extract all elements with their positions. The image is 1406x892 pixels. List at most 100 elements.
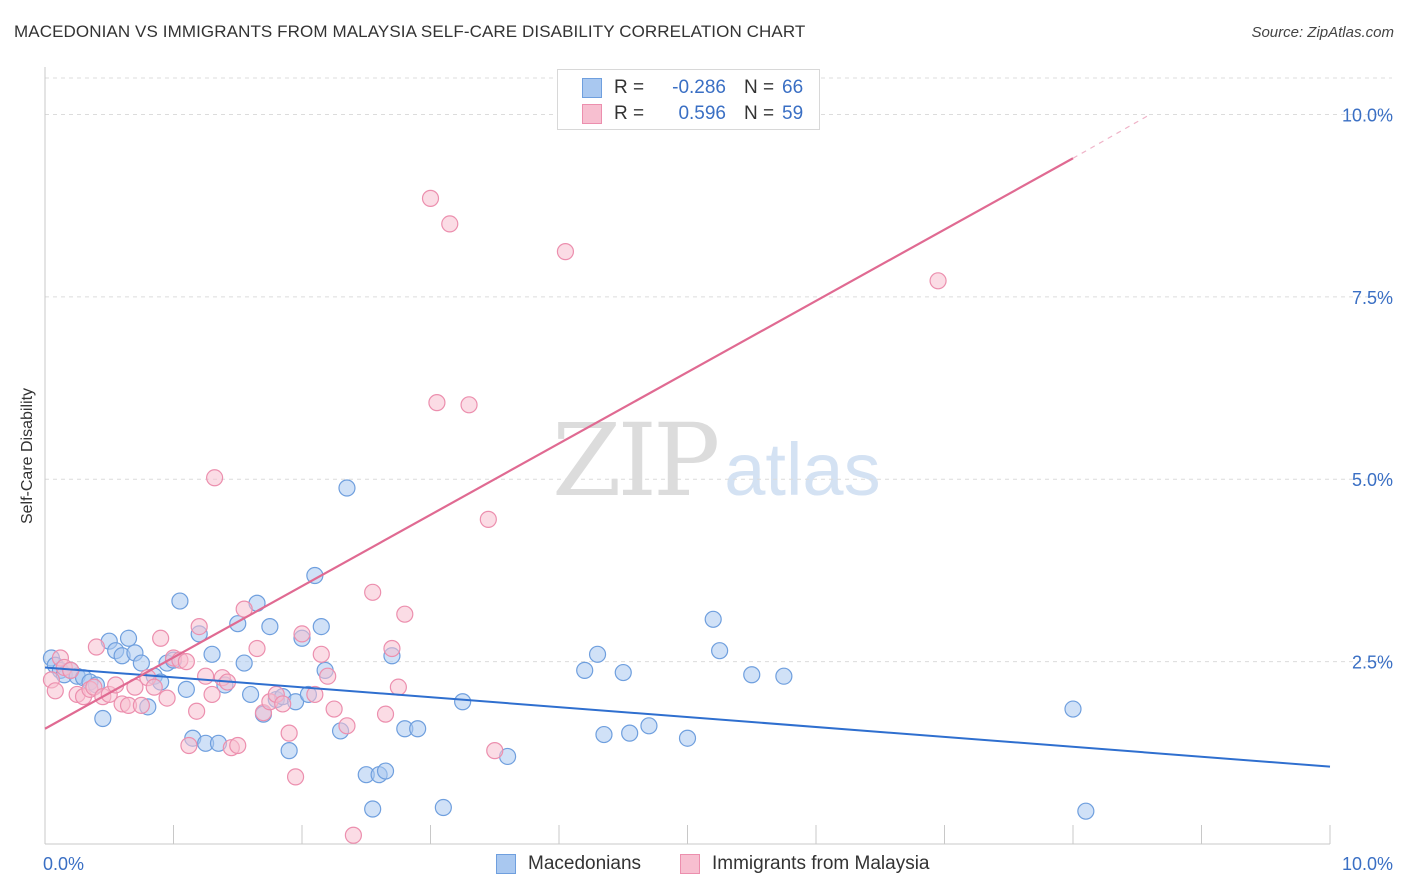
r-label: R = [614,77,645,98]
chart-title: MACEDONIAN VS IMMIGRANTS FROM MALAYSIA S… [14,22,806,41]
bottom-legend-macedonians: Macedonians [496,851,641,877]
malaysia-point [190,618,208,636]
watermark: ZIP atlas [552,402,881,519]
macedonians-point [704,610,722,628]
malaysia-point [188,702,206,720]
malaysia-point [145,678,163,696]
malaysia-point [152,629,170,647]
malaysia-point [306,685,324,704]
malaysia-point [421,189,440,207]
macedonians-point [338,479,356,497]
macedonians-point [203,645,221,663]
r-value: -0.286 [672,77,726,98]
x-tick-label: 0.0% [43,854,84,874]
y-tick-label: 10.0% [1342,105,1393,125]
malaysia-point [158,689,176,707]
n-value: 66 [782,77,804,98]
macedonians-point [376,762,395,780]
macedonians-point [171,592,189,610]
malaysia-point [486,742,504,760]
n-label: N = [744,77,775,98]
macedonians-point [775,667,793,685]
malaysia-point [396,605,414,623]
malaysia-point [364,583,382,601]
macedonians-point [235,654,253,672]
malaysia-swatch [582,104,602,124]
macedonians-point [434,798,452,817]
malaysia-point [479,510,497,528]
malaysia-point [132,696,150,714]
macedonians-point [261,618,279,636]
macedonians-swatch [582,78,602,98]
watermark-zip: ZIP [552,402,720,519]
macedonians-point [242,685,260,704]
x-tick-label: 10.0% [1342,854,1393,874]
correlation-legend: R = -0.286 N = 66 R = 0.596 N = 59 [557,69,820,130]
macedonians-point [94,709,112,728]
malaysia-point [293,625,311,643]
malaysia-point [274,695,292,713]
malaysia-point [229,736,247,755]
malaysia-point [389,678,407,696]
macedonians-swatch [496,854,516,874]
macedonians-point [1064,700,1082,718]
macedonians-point [678,729,697,747]
malaysia-point [929,272,947,290]
malaysia-point [556,243,575,261]
r-label: R = [614,103,645,124]
macedonians-point [132,654,150,672]
y-tick-label: 5.0% [1352,470,1393,490]
y-tick-label: 7.5% [1352,288,1393,308]
malaysia-point [286,768,305,786]
macedonians-label: Macedonians [528,853,642,874]
macedonians-point [177,680,195,698]
macedonians-point [588,645,607,663]
macedonians-point [312,618,330,636]
y-tick-label: 2.5% [1352,653,1393,673]
malaysia-trendline [44,157,1074,730]
macedonians-point [621,724,639,742]
y-axis-label: Self-Care Disability [19,387,36,525]
malaysia-point [177,653,195,671]
macedonians-point [119,629,138,647]
malaysia-point [460,396,478,414]
macedonians-point [1077,802,1095,820]
macedonians-point [614,663,632,682]
n-label: N = [744,103,775,124]
macedonians-point [711,642,729,660]
malaysia-point [248,639,266,658]
malaysia-point [428,394,446,412]
malaysia-point [87,638,106,656]
macedonians-point [280,742,298,760]
bottom-legend-malaysia: Immigrants from Malaysia [680,851,930,877]
malaysia-trendline-extension [1072,113,1151,159]
legend-row-malaysia: R = 0.596 N = 59 [582,101,803,127]
macedonians-point [640,717,658,735]
macedonians-point [364,800,382,818]
macedonians-trendline [44,666,1331,768]
macedonians-point [743,666,761,684]
macedonians-point [576,661,594,679]
malaysia-point [206,469,224,487]
malaysia-point [203,685,221,704]
malaysia-point [197,667,215,685]
legend-row-macedonians: R = -0.286 N = 66 [582,75,803,101]
macedonians-point [409,720,427,738]
malaysia-point [338,717,356,735]
macedonians-point [454,693,472,711]
malaysia-point [312,645,330,663]
malaysia-point [319,667,337,685]
r-value: 0.596 [678,103,726,124]
malaysia-point [325,700,343,718]
malaysia-point [376,705,395,723]
n-value: 59 [782,103,804,124]
malaysia-swatch [680,854,700,874]
malaysia-point [344,826,362,844]
malaysia-point [280,724,298,742]
malaysia-point [180,736,198,755]
source-credit: Source: ZipAtlas.com [1251,24,1394,41]
malaysia-point [441,215,459,233]
macedonians-point [595,725,613,744]
watermark-atlas: atlas [724,428,881,511]
malaysia-point [46,682,64,700]
